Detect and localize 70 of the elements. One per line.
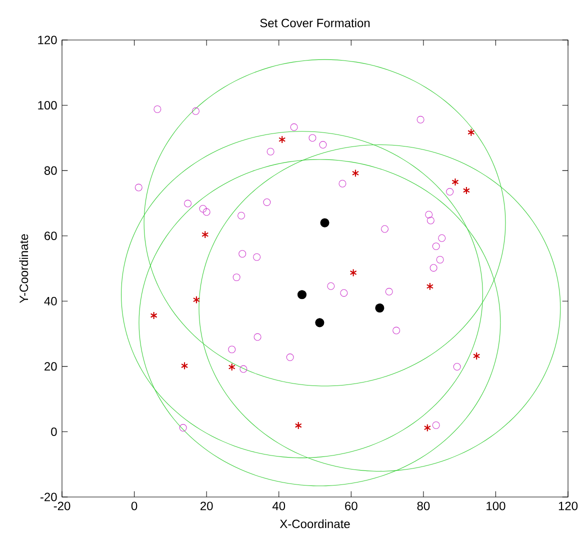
point: [180, 362, 188, 370]
point: [134, 184, 142, 192]
point: [266, 148, 274, 156]
point: [232, 274, 240, 282]
point: [278, 136, 286, 144]
x-tick-label: 120: [558, 502, 578, 510]
point: [385, 288, 393, 296]
y-tick-label: 80: [44, 166, 57, 175]
point: [473, 352, 480, 360]
point: [426, 282, 434, 290]
point: [199, 205, 207, 212]
chart-title: Set Cover Formation: [260, 18, 370, 28]
point: [202, 230, 209, 239]
y-axis-title: Y-Coordinate: [19, 234, 28, 304]
x-tick-label: 40: [272, 502, 286, 510]
y-tick-label: 100: [38, 101, 57, 110]
point: [430, 264, 438, 272]
point: [263, 198, 271, 206]
point: [327, 282, 335, 290]
point: [192, 296, 200, 304]
point: [240, 365, 248, 373]
point: [286, 354, 294, 362]
point: [338, 180, 346, 188]
point: [392, 326, 400, 334]
point: [184, 200, 192, 208]
point: [294, 422, 302, 430]
point: [308, 134, 316, 142]
point: [154, 105, 162, 113]
point: [416, 116, 424, 124]
point: [238, 212, 246, 220]
x-tick-label: 0: [131, 502, 138, 510]
point: [424, 424, 431, 432]
y-tick-label: 20: [44, 362, 57, 371]
point: [462, 186, 470, 194]
x-tick-label: 20: [200, 502, 213, 510]
x-tick-label: 100: [486, 502, 506, 510]
x-tick-label: -20: [54, 502, 70, 510]
point: [432, 421, 440, 429]
point: [202, 208, 210, 216]
point: [381, 225, 388, 233]
x-axis-title: X-Coordinate: [280, 519, 350, 528]
point: [254, 333, 262, 341]
point: [425, 210, 433, 218]
point: [468, 128, 475, 136]
point: [438, 234, 446, 242]
y-tick-label: 0: [51, 427, 57, 436]
point: [253, 253, 261, 261]
y-tick-label: 60: [44, 232, 57, 240]
point: [179, 424, 187, 432]
point: [228, 346, 236, 354]
point: [228, 363, 236, 372]
y-tick-label: 40: [44, 296, 57, 306]
x-tick-label: 60: [345, 502, 358, 510]
point: [192, 107, 200, 115]
point: [238, 250, 246, 258]
x-tick-label: 80: [417, 502, 430, 510]
point: [426, 216, 434, 224]
point: [446, 188, 454, 196]
y-tick-label: -20: [40, 492, 57, 502]
point: [340, 289, 348, 297]
point: [453, 363, 461, 370]
point: [319, 141, 327, 149]
y-tick-label: 120: [38, 36, 57, 44]
point: [452, 178, 459, 186]
point: [432, 242, 440, 250]
point: [352, 169, 360, 178]
point: [350, 268, 357, 277]
point: [290, 123, 298, 131]
point: [436, 256, 444, 264]
point: [150, 312, 158, 320]
